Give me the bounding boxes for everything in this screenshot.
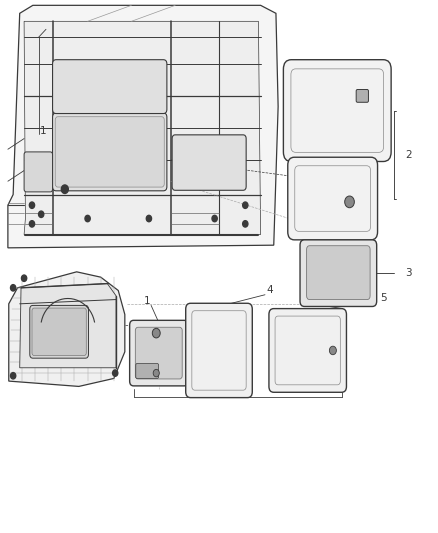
Circle shape <box>39 211 44 217</box>
FancyBboxPatch shape <box>55 117 164 187</box>
FancyBboxPatch shape <box>130 320 188 386</box>
Polygon shape <box>9 272 125 386</box>
Circle shape <box>212 215 217 222</box>
FancyBboxPatch shape <box>269 309 346 392</box>
FancyBboxPatch shape <box>32 308 86 356</box>
FancyBboxPatch shape <box>135 327 182 379</box>
Text: 3: 3 <box>405 268 412 278</box>
Circle shape <box>146 215 152 222</box>
Circle shape <box>152 328 160 338</box>
Text: 4: 4 <box>266 286 273 295</box>
FancyBboxPatch shape <box>288 157 378 240</box>
Circle shape <box>243 202 248 208</box>
Text: 1: 1 <box>143 296 150 306</box>
Text: 2: 2 <box>64 136 71 146</box>
Circle shape <box>345 196 354 208</box>
Circle shape <box>21 275 27 281</box>
FancyBboxPatch shape <box>172 135 246 190</box>
Circle shape <box>85 215 90 222</box>
Circle shape <box>113 370 118 376</box>
FancyBboxPatch shape <box>186 303 252 398</box>
FancyBboxPatch shape <box>53 60 167 114</box>
FancyBboxPatch shape <box>307 246 370 300</box>
FancyBboxPatch shape <box>30 305 88 358</box>
Circle shape <box>329 346 336 355</box>
Circle shape <box>29 221 35 227</box>
Text: 2: 2 <box>405 150 412 159</box>
Circle shape <box>11 285 16 291</box>
Polygon shape <box>8 5 278 248</box>
Circle shape <box>29 202 35 208</box>
FancyBboxPatch shape <box>283 60 391 161</box>
Polygon shape <box>24 21 261 235</box>
FancyBboxPatch shape <box>300 240 377 306</box>
Circle shape <box>11 373 16 379</box>
Circle shape <box>153 369 159 377</box>
FancyBboxPatch shape <box>24 152 53 192</box>
Circle shape <box>61 185 68 193</box>
Text: 1: 1 <box>39 126 46 135</box>
Polygon shape <box>20 284 116 368</box>
FancyBboxPatch shape <box>136 364 159 378</box>
Circle shape <box>243 221 248 227</box>
FancyBboxPatch shape <box>356 90 368 102</box>
Text: 5: 5 <box>380 294 387 303</box>
FancyBboxPatch shape <box>53 113 167 191</box>
